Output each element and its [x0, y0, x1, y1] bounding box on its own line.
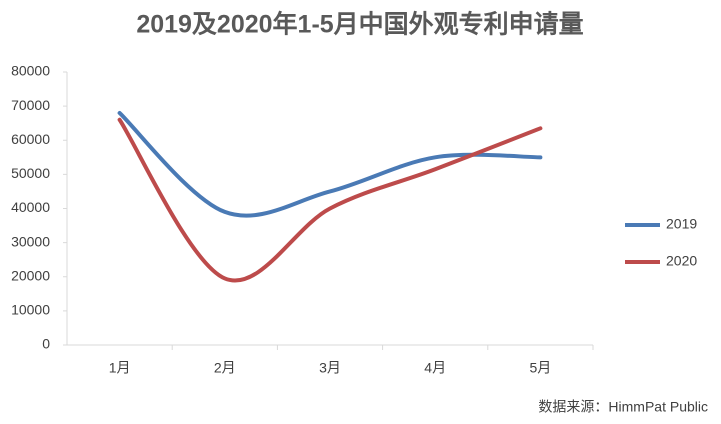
- y-tick-label: 50000: [11, 165, 50, 181]
- chart-title: 2019及2020年1-5月中国外观专利申请量: [136, 10, 583, 39]
- line-series: [117, 110, 543, 218]
- legend-label: 2020: [666, 253, 697, 269]
- y-tick-label: 80000: [11, 63, 50, 79]
- x-tick-label: 4月: [424, 360, 446, 376]
- x-tick-label: 3月: [319, 360, 341, 376]
- y-tick-label: 40000: [11, 199, 50, 215]
- x-tick-label: 2月: [214, 360, 236, 376]
- line-series: [117, 117, 543, 283]
- x-tick-label: 5月: [530, 360, 552, 376]
- y-tick-label: 10000: [11, 302, 50, 318]
- y-tick-label: 70000: [11, 97, 50, 113]
- y-tick-label: 30000: [11, 233, 50, 249]
- x-tick-label: 1月: [109, 360, 131, 376]
- legend-label: 2019: [666, 216, 697, 232]
- y-tick-label: 20000: [11, 267, 50, 283]
- source-note: 数据来源：HimmPat Public: [538, 399, 708, 415]
- y-tick-label: 0: [42, 336, 50, 352]
- y-tick-label: 60000: [11, 131, 50, 147]
